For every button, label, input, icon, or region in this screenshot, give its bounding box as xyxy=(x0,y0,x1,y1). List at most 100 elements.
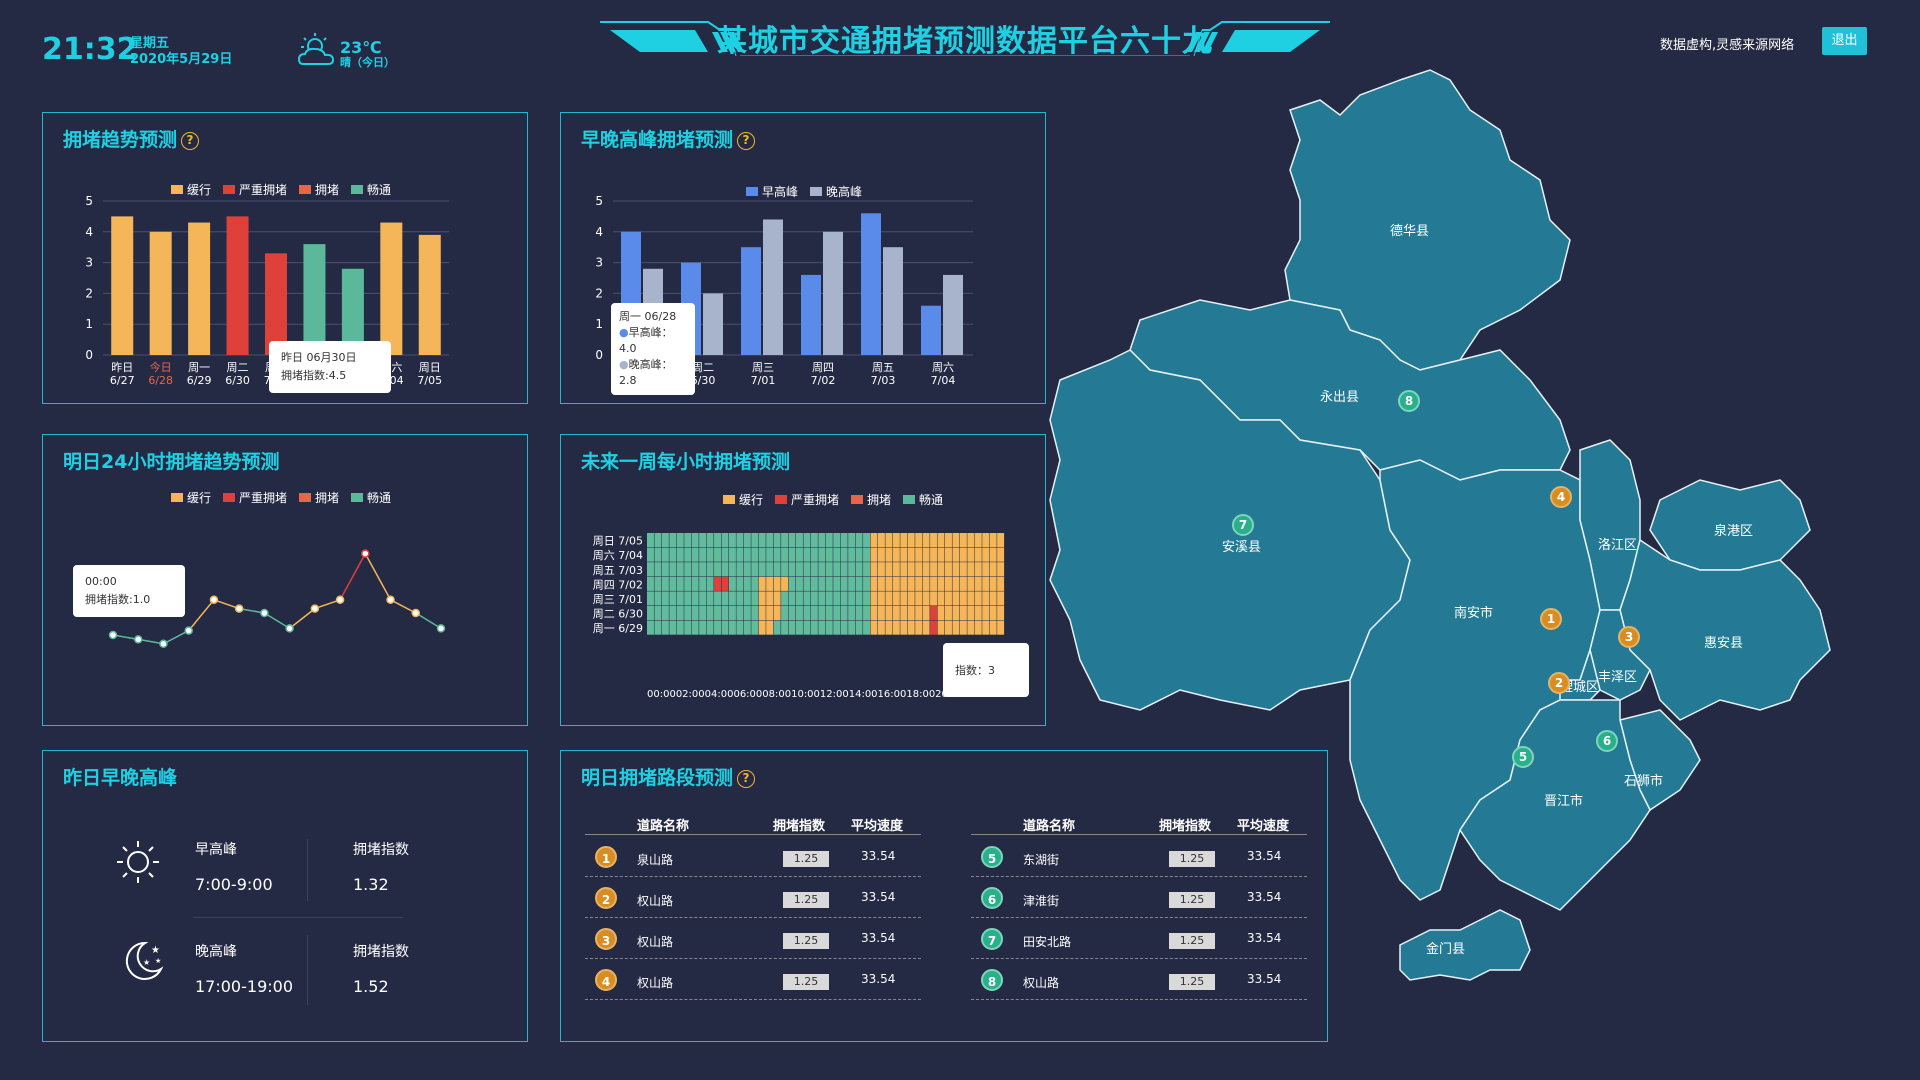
heatmap-cell xyxy=(863,606,870,621)
heatmap-cell xyxy=(796,562,803,577)
heatmap-cell xyxy=(952,562,960,577)
heatmap-cell xyxy=(930,591,938,606)
heatmap-cell xyxy=(825,591,833,606)
legend-item[interactable]: 拥堵 xyxy=(299,181,339,198)
congestion-index: 1.25 xyxy=(1169,892,1215,908)
heatmap-cell xyxy=(915,606,923,621)
heatmap-cell xyxy=(855,562,863,577)
map-marker[interactable]: 5 xyxy=(1512,746,1534,768)
avg-speed: 33.54 xyxy=(861,972,896,986)
avg-speed: 33.54 xyxy=(1247,890,1282,904)
table-row[interactable]: 2 权山路 1.25 33.54 xyxy=(585,878,921,918)
map-marker[interactable]: 4 xyxy=(1550,486,1572,508)
heatmap-cell xyxy=(654,591,662,606)
legend-swatch-icon xyxy=(171,185,183,194)
chart-tooltip: 指数：3 xyxy=(943,643,1029,697)
table-row[interactable]: 6 津淮街 1.25 33.54 xyxy=(971,878,1307,918)
y-tick-label: 2 xyxy=(595,286,603,300)
legend-item[interactable]: 严重拥堵 xyxy=(775,491,839,508)
heatmap-cell xyxy=(885,591,893,606)
legend-item[interactable]: 缓行 xyxy=(723,491,763,508)
congestion-index: 1.25 xyxy=(783,974,829,990)
heatmap-cell xyxy=(848,533,856,548)
heatmap-cell xyxy=(818,620,826,635)
heatmap-cell xyxy=(743,591,751,606)
map-label[interactable]: 金门县 xyxy=(1426,942,1466,957)
table-row[interactable]: 7 田安北路 1.25 33.54 xyxy=(971,919,1307,959)
bar xyxy=(303,244,326,355)
map-marker[interactable]: 1 xyxy=(1540,608,1562,630)
legend-item[interactable]: 拥堵 xyxy=(299,489,339,506)
heatmap-cell xyxy=(907,562,915,577)
legend-item[interactable]: 缓行 xyxy=(171,489,211,506)
x-tick-label: 6/28 xyxy=(148,374,173,387)
heatmap-cell xyxy=(691,591,699,606)
legend-item[interactable]: 严重拥堵 xyxy=(223,181,287,198)
map-marker[interactable]: 8 xyxy=(1398,390,1420,412)
map-label[interactable]: 石狮市 xyxy=(1624,774,1664,789)
map-label[interactable]: 德华县 xyxy=(1390,224,1430,239)
map-label[interactable]: 永出县 xyxy=(1320,390,1360,405)
map-label[interactable]: 南安市 xyxy=(1454,606,1494,621)
table-row[interactable]: 1 泉山路 1.25 33.54 xyxy=(585,837,921,877)
heatmap-cell xyxy=(661,620,669,635)
legend-item[interactable]: 畅通 xyxy=(351,181,391,198)
legend-item[interactable]: 晚高峰 xyxy=(810,183,862,200)
bar xyxy=(188,222,211,355)
heatmap-cell xyxy=(647,562,654,577)
heatmap-cell xyxy=(974,562,982,577)
y-tick-label: 4 xyxy=(85,225,93,239)
map-marker[interactable]: 6 xyxy=(1596,730,1618,752)
legend-item[interactable]: 畅通 xyxy=(351,489,391,506)
y-tick-label: 1 xyxy=(595,317,603,331)
x-tick-label: 周二 xyxy=(227,361,249,374)
heatmap-cell xyxy=(997,591,1005,606)
data-point xyxy=(361,549,370,558)
legend-item[interactable]: 缓行 xyxy=(171,181,211,198)
legend-item[interactable]: 拥堵 xyxy=(851,491,891,508)
legend-item[interactable]: 严重拥堵 xyxy=(223,489,287,506)
x-tick-label: 7/04 xyxy=(931,374,956,387)
data-point xyxy=(386,595,395,605)
heatmap-cell xyxy=(714,533,721,548)
heatmap-cell xyxy=(922,591,930,606)
heatmap-cell xyxy=(870,576,878,591)
map-label[interactable]: 丰泽区 xyxy=(1598,670,1638,685)
bar xyxy=(801,274,821,355)
help-icon[interactable]: ? xyxy=(737,770,756,788)
heatmap-cell xyxy=(967,562,975,577)
logout-button[interactable]: 退出 xyxy=(1822,27,1867,55)
map-label[interactable]: 晋江市 xyxy=(1544,794,1584,809)
heatmap-cell xyxy=(781,547,789,562)
heatmap-cell xyxy=(691,620,699,635)
heatmap-cell xyxy=(989,620,997,635)
map-label[interactable]: 惠安县 xyxy=(1704,636,1744,651)
map-label[interactable]: 安溪县 xyxy=(1222,540,1262,555)
bar xyxy=(763,219,783,355)
heatmap-cell xyxy=(885,562,893,577)
map-marker[interactable]: 2 xyxy=(1548,672,1570,694)
legend-item[interactable]: 早高峰 xyxy=(746,183,798,200)
heatmap-cell xyxy=(669,562,677,577)
heatmap-cell xyxy=(997,620,1005,635)
table-row[interactable]: 4 权山路 1.25 33.54 xyxy=(585,960,921,1000)
table-row[interactable]: 3 权山路 1.25 33.54 xyxy=(585,919,921,959)
heatmap-cell xyxy=(915,547,923,562)
data-point xyxy=(184,626,193,635)
heatmap-cell xyxy=(728,547,736,562)
map-label[interactable]: 泉港区 xyxy=(1714,524,1754,539)
map-marker[interactable]: 7 xyxy=(1232,514,1254,536)
legend-item[interactable]: 畅通 xyxy=(903,491,943,508)
help-icon[interactable]: ? xyxy=(737,132,756,150)
table-row[interactable]: 5 东湖街 1.25 33.54 xyxy=(971,837,1307,877)
heatmap-cell xyxy=(654,620,662,635)
heatmap-cell xyxy=(989,562,997,577)
map-region-huian xyxy=(1619,538,1831,721)
help-icon[interactable]: ? xyxy=(181,132,200,150)
heatmap-cell xyxy=(907,547,915,562)
legend-swatch-icon xyxy=(810,187,823,196)
data-point xyxy=(108,630,118,640)
map-marker[interactable]: 3 xyxy=(1618,626,1640,648)
table-row[interactable]: 8 权山路 1.25 33.54 xyxy=(971,960,1307,1000)
map-label[interactable]: 洛江区 xyxy=(1598,538,1638,553)
